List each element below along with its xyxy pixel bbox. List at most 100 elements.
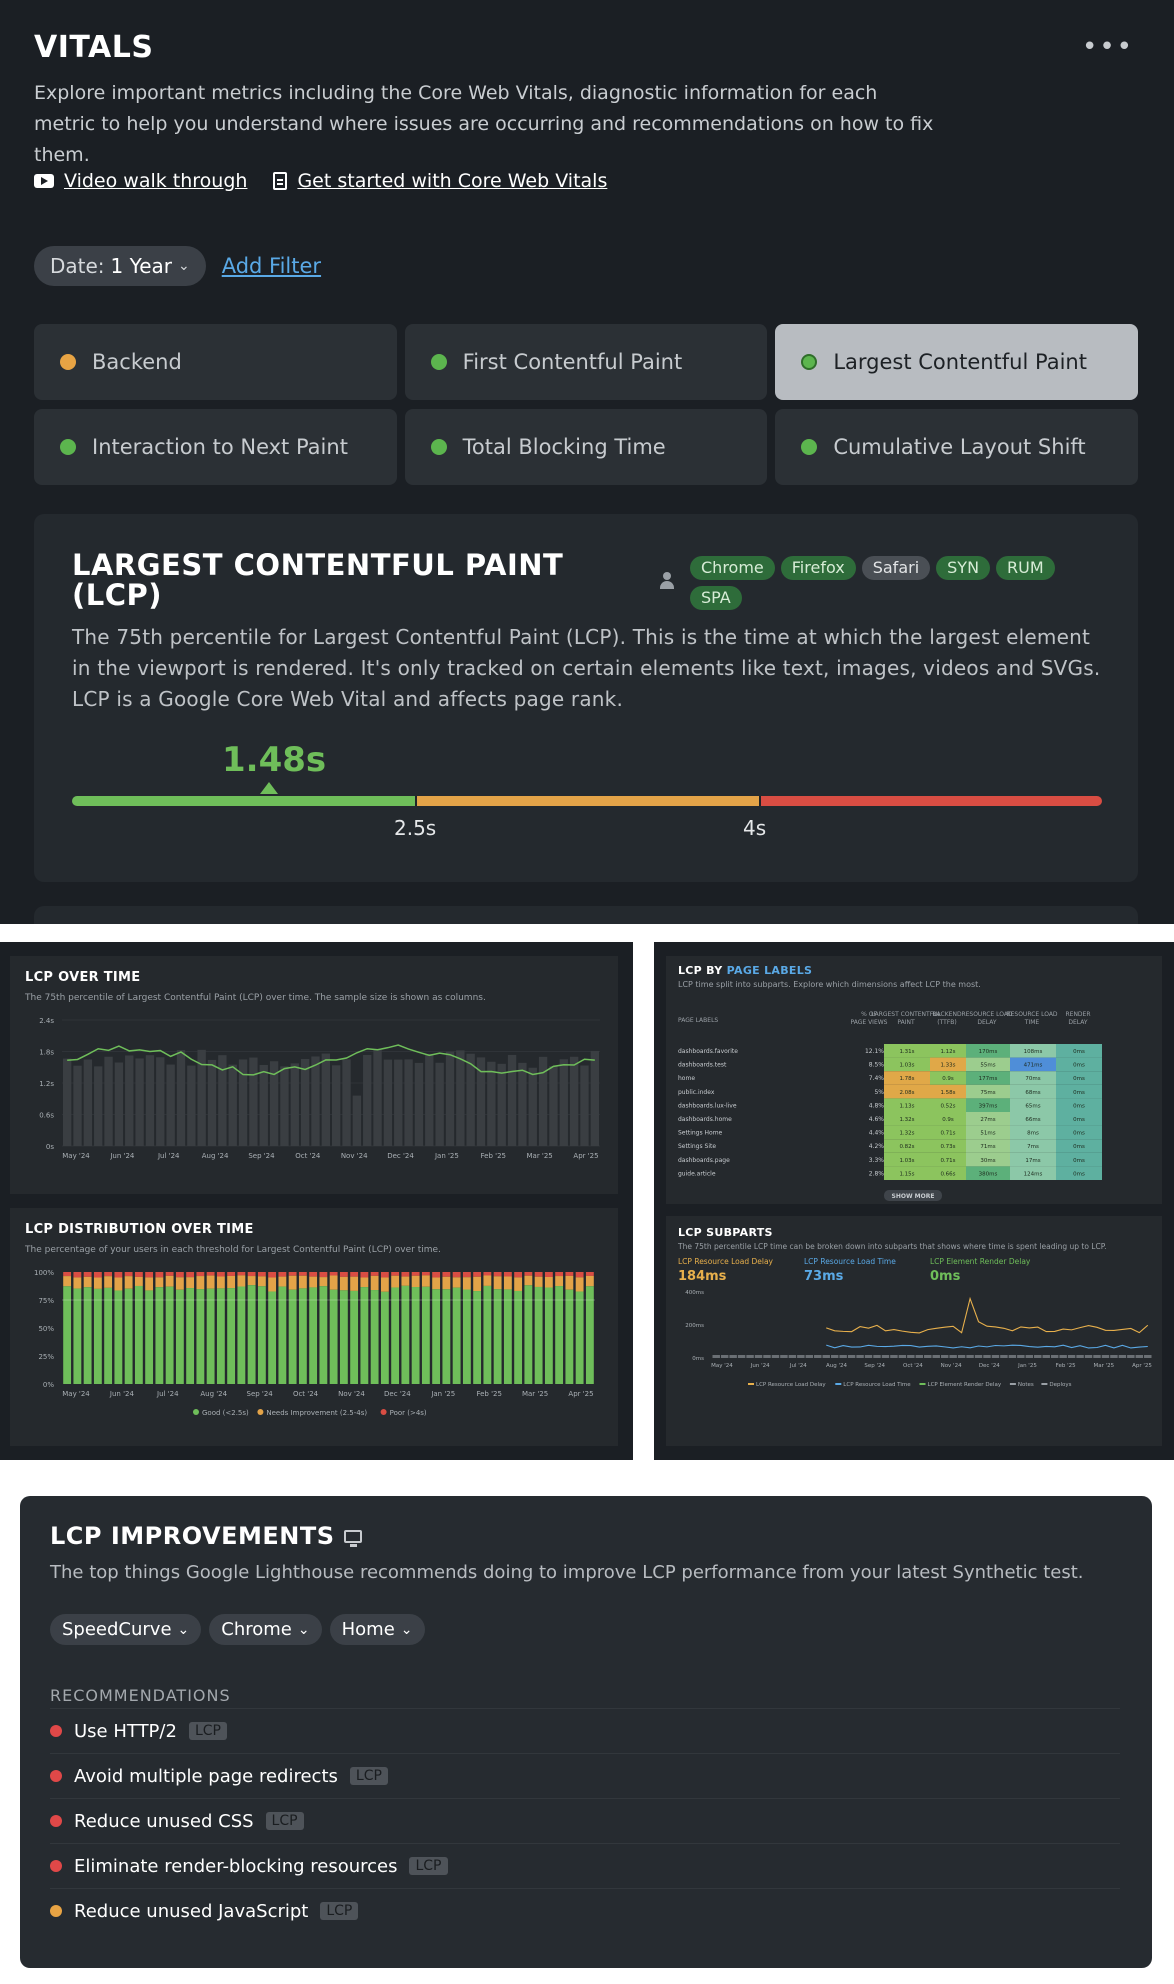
heat-cell	[966, 1139, 1010, 1153]
lcp-line	[67, 1044, 595, 1076]
metric-tab-tbt[interactable]: Total Blocking Time	[404, 409, 768, 485]
heat-cell	[1056, 1084, 1102, 1099]
sample-tick	[797, 1355, 805, 1358]
column-header: TIME	[1024, 1019, 1040, 1026]
legend-label: LCP Resource Load Time	[843, 1382, 911, 1388]
recommendation-item[interactable]: Avoid multiple page redirects LCP	[50, 1753, 1120, 1798]
x-tick-label: Sep '24	[248, 1152, 275, 1160]
poor-segment	[134, 1272, 143, 1277]
poor-segment	[380, 1272, 389, 1278]
sample-bar	[290, 1063, 299, 1146]
heat-cell	[884, 1152, 930, 1167]
metric-label: Backend	[92, 350, 182, 374]
add-filter-link[interactable]: Add Filter	[221, 254, 322, 278]
cell-value: 0.82s	[899, 1144, 914, 1150]
page-select[interactable]: Home ⌄	[329, 1614, 425, 1645]
sample-bar	[538, 1056, 548, 1146]
good-segment	[370, 1290, 379, 1384]
needs-improvement-segment	[319, 1277, 328, 1287]
lcp-over-time-subtitle: The 75th percentile of Largest Contentfu…	[25, 993, 486, 1003]
x-tick-label: May '24	[711, 1363, 733, 1369]
good-segment	[555, 1286, 564, 1384]
good-segment	[339, 1290, 348, 1384]
cell-value: 0.73s	[940, 1144, 955, 1150]
sample-bar	[528, 1067, 537, 1146]
metric-tab-cls[interactable]: Cumulative Layout Shift	[775, 409, 1138, 485]
row-label: home	[678, 1075, 695, 1082]
sample-bar	[280, 1066, 289, 1146]
poor-segment	[93, 1272, 102, 1278]
sample-tick	[746, 1355, 754, 1358]
legend-swatch-icon	[1009, 1383, 1016, 1385]
heat-cell	[1010, 1112, 1056, 1126]
chevron-down-icon: ⌄	[400, 1621, 413, 1638]
date-filter[interactable]: Date: 1 Year ⌄	[34, 246, 206, 286]
metric-tab-inp[interactable]: Interaction to Next Paint	[34, 409, 397, 485]
x-tick-label: May '24	[62, 1152, 90, 1160]
needs-improvement-segment	[339, 1276, 348, 1291]
good-segment	[63, 1286, 72, 1384]
next-card-stub	[34, 906, 1138, 924]
heat-cell	[1010, 1125, 1056, 1140]
sample-bar	[445, 1051, 455, 1146]
cell-value: 0ms	[1073, 1063, 1085, 1069]
subpart-label: LCP Element Render Delay	[930, 1257, 1031, 1266]
heat-cell	[930, 1139, 966, 1153]
cell-value: 71ms	[980, 1144, 995, 1150]
sample-bar	[269, 1061, 279, 1146]
cell-value: 0ms	[1073, 1090, 1085, 1096]
lcp-distribution-title: LCP DISTRIBUTION OVER TIME	[25, 1222, 254, 1237]
metric-tab-lcp[interactable]: Largest Contentful Paint	[775, 324, 1138, 400]
needs-improvement-segment	[155, 1277, 164, 1288]
recommendation-item[interactable]: Eliminate render-blocking resources LCP	[50, 1843, 1120, 1888]
recommendation-item[interactable]: Use HTTP/2 LCP	[50, 1708, 1120, 1753]
lcp-badge: LCP	[409, 1857, 448, 1875]
sample-tick	[780, 1355, 788, 1358]
metric-tab-backend[interactable]: Backend	[34, 324, 397, 400]
heat-cell	[884, 1125, 930, 1140]
poor-segment	[452, 1272, 461, 1278]
lcp-badge: LCP	[265, 1812, 304, 1830]
cell-value: 124ms	[1024, 1171, 1043, 1177]
sample-bar	[63, 1058, 72, 1146]
sample-bar	[145, 1055, 155, 1146]
x-tick-label: Apr '25	[568, 1390, 593, 1398]
metric-tab-fcp[interactable]: First Contentful Paint	[404, 324, 768, 400]
sample-tick	[1042, 1355, 1050, 1358]
heat-cell	[966, 1044, 1010, 1058]
cell-value: 0ms	[1073, 1131, 1085, 1137]
sample-bar	[207, 1059, 217, 1146]
sample-bar	[487, 1061, 496, 1146]
sample-tick	[1144, 1355, 1152, 1358]
x-tick-label: Feb '25	[1056, 1363, 1076, 1369]
load-time-line	[826, 1344, 1148, 1349]
column-header: % OF	[861, 1011, 877, 1018]
get-started-link[interactable]: Get started with Core Web Vitals	[273, 170, 607, 192]
sample-tick	[763, 1355, 771, 1358]
more-horizontal-icon[interactable]: •••	[1081, 32, 1134, 62]
document-icon	[273, 172, 288, 190]
heat-cell	[1010, 1084, 1056, 1099]
browser-select[interactable]: Chrome ⌄	[209, 1614, 322, 1645]
cell-value: 51ms	[980, 1131, 995, 1137]
y-tick-label: 0ms	[692, 1356, 704, 1362]
good-segment	[145, 1290, 154, 1384]
site-select[interactable]: SpeedCurve ⌄	[50, 1614, 202, 1645]
good-segment	[432, 1289, 441, 1384]
recommendation-item[interactable]: Reduce unused CSS LCP	[50, 1798, 1120, 1843]
sample-bar	[187, 1065, 196, 1146]
needs-improvement-segment	[216, 1276, 225, 1289]
recommendation-item[interactable]: Reduce unused JavaScript LCP	[50, 1888, 1120, 1933]
cell-value: 0ms	[1073, 1076, 1085, 1082]
heat-cell	[1010, 1057, 1056, 1072]
threshold-poor-label: 4s	[743, 816, 767, 840]
poor-segment	[83, 1272, 92, 1277]
status-dot-icon	[801, 439, 818, 455]
legend-label: Poor (>4s)	[390, 1409, 427, 1417]
video-walkthrough-link[interactable]: Video walk through	[34, 170, 247, 192]
lcp-distribution-subtitle: The percentage of your users in each thr…	[25, 1245, 441, 1255]
dimension-selector[interactable]: PAGE LABELS	[726, 964, 813, 977]
needs-improvement-segment	[391, 1275, 400, 1288]
users-icon	[660, 572, 684, 590]
poor-segment	[462, 1272, 471, 1278]
